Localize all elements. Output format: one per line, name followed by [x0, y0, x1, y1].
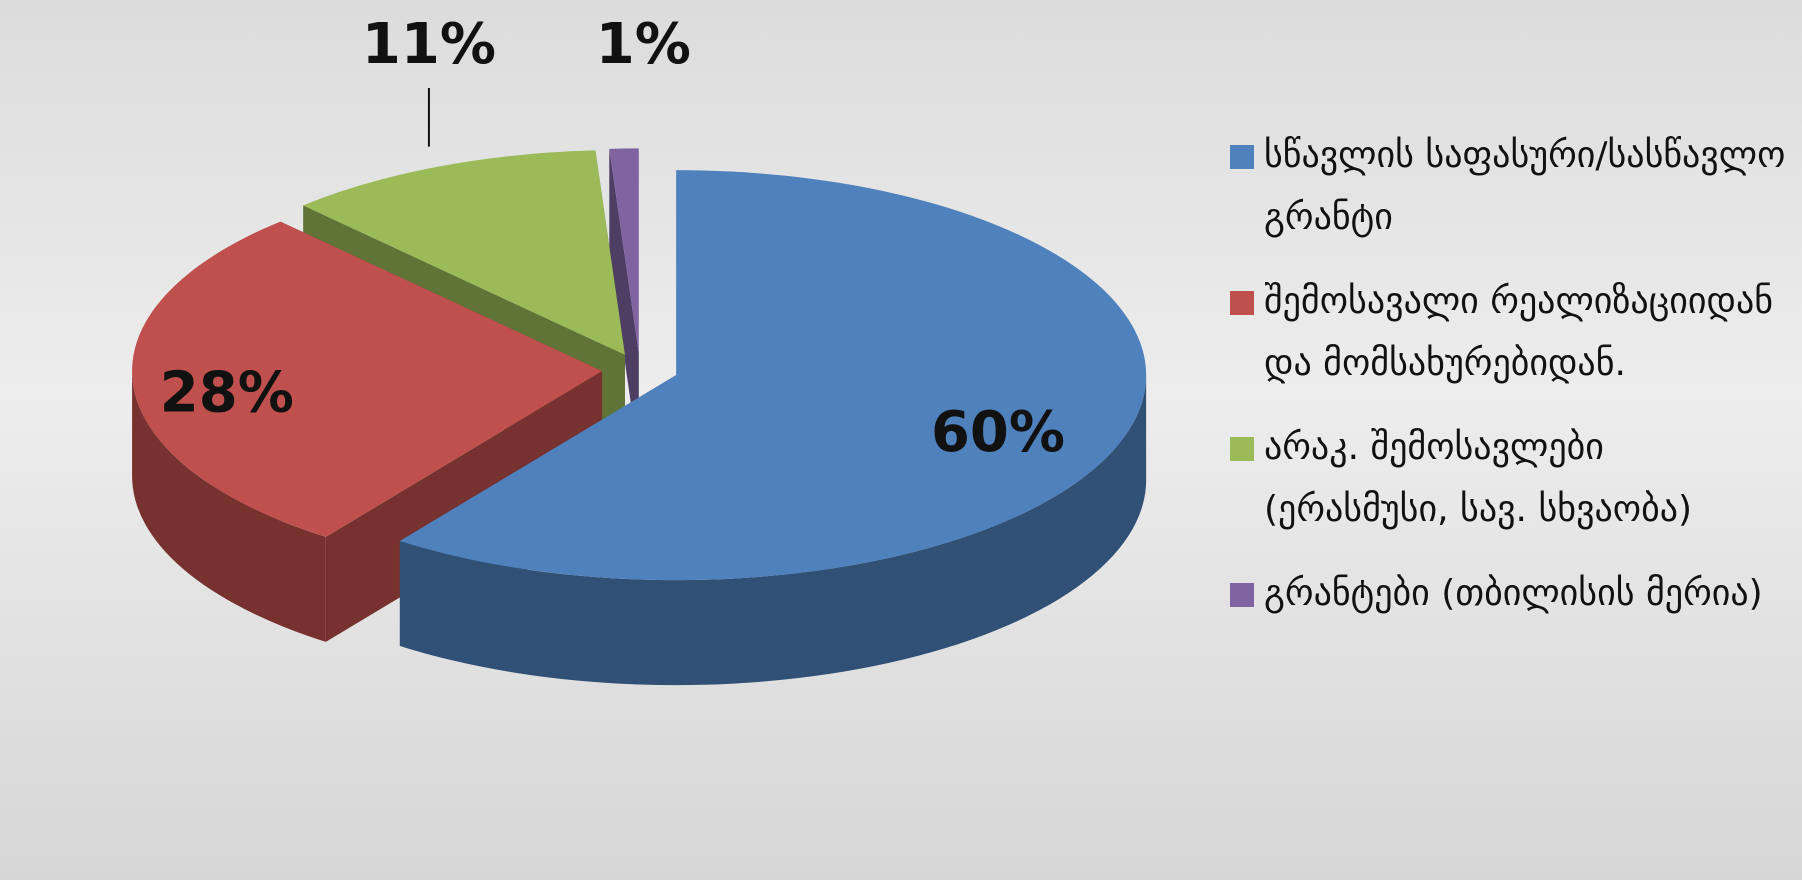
- legend-label: შემოსავალი რეალიზაციიდან და მომსახურებიდ…: [1264, 281, 1774, 384]
- slice-top: [132, 221, 603, 537]
- slice-wall: [609, 148, 639, 459]
- legend-label: სწავლის საფასური/სასწავლო გრანტი: [1264, 135, 1786, 238]
- legend-item: გრანტები (თბილისის მერია): [1230, 563, 1795, 625]
- legend-swatch: [1230, 583, 1254, 607]
- slice: [609, 148, 639, 459]
- slice-top: [609, 148, 639, 354]
- data-label: 28%: [160, 360, 294, 425]
- slice-top: [399, 170, 1147, 581]
- data-label: 60%: [931, 400, 1065, 465]
- slice: [399, 170, 1147, 686]
- slice-top: [303, 150, 625, 355]
- legend-swatch: [1230, 145, 1254, 169]
- legend-swatch: [1230, 437, 1254, 461]
- legend-item: არაკ. შემოსავლები (ერასმუსი, სავ. სხვაობ…: [1230, 417, 1795, 541]
- legend: სწავლის საფასური/სასწავლო გრანტი შემოსავა…: [1230, 125, 1795, 625]
- data-label: 1%: [596, 12, 691, 77]
- data-label: 11%: [362, 12, 496, 77]
- legend-label: გრანტები (თბილისის მერია): [1264, 573, 1763, 614]
- legend-swatch: [1230, 291, 1254, 315]
- slice-rim: [132, 371, 326, 642]
- legend-item: შემოსავალი რეალიზაციიდან და მომსახურებიდ…: [1230, 271, 1795, 395]
- slice-rim: [399, 375, 1147, 686]
- legend-label: არაკ. შემოსავლები (ერასმუსი, სავ. სხვაობ…: [1264, 427, 1693, 530]
- legend-item: სწავლის საფასური/სასწავლო გრანტი: [1230, 125, 1795, 249]
